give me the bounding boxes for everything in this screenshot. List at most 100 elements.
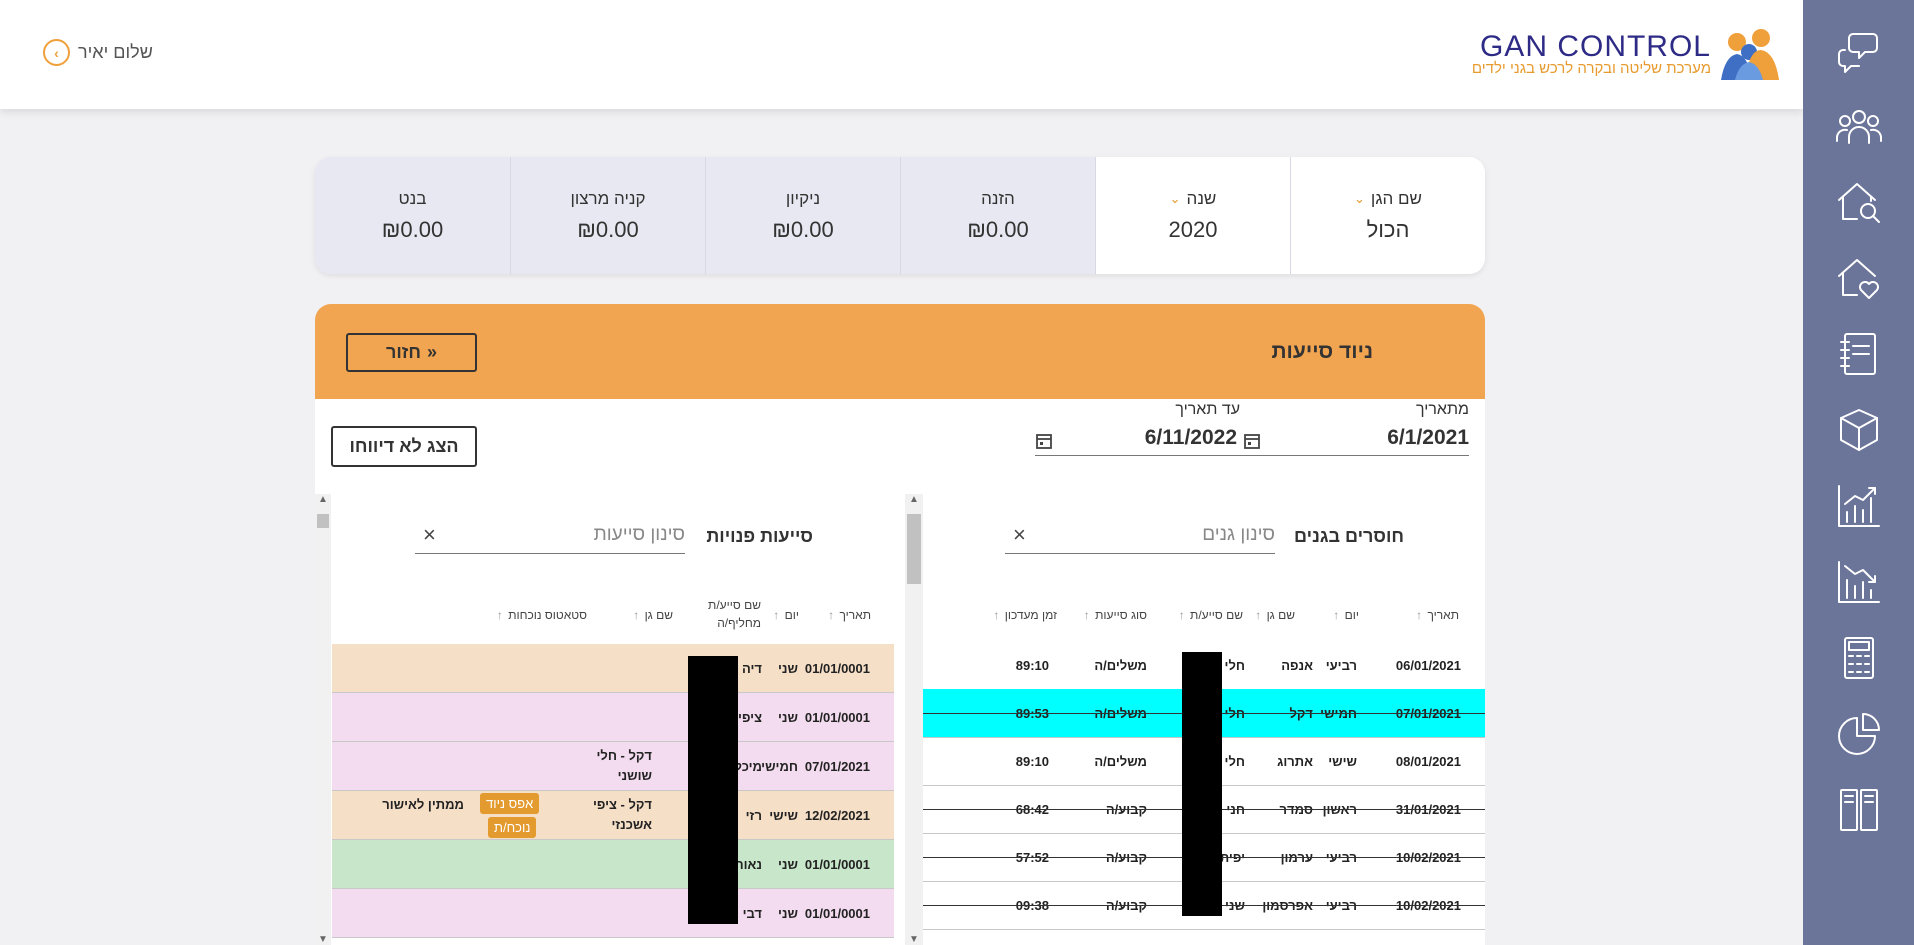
house-search-icon[interactable] (1803, 172, 1914, 232)
assistant-filter-input[interactable]: סינון סייעות × (415, 520, 685, 554)
missing-cell-time: 89:10 (1015, 658, 1049, 673)
free-cell-day: שני (778, 857, 798, 872)
page-title: ניוד סייעות (1271, 340, 1373, 363)
free-col-header-date[interactable]: תאריך ↑ (828, 606, 871, 624)
free-col-header-gan-label: שם גן (644, 608, 673, 622)
scroll-up-icon[interactable]: ▲ (909, 494, 919, 505)
col-header-assistant[interactable]: שם סייע/ת ↑ (1179, 606, 1243, 624)
col-header-day[interactable]: יום ↑ (1333, 606, 1359, 624)
close-icon[interactable]: × (423, 522, 436, 547)
free-col-header-status[interactable]: סטאטוס נוכחות ↑ (497, 606, 587, 624)
food-summary: הזנה ₪0.00 (900, 157, 1095, 274)
to-date-value: 6/11/2022 (1144, 426, 1237, 449)
sort-up-icon[interactable]: ↑ (1416, 608, 1423, 622)
calculator-icon[interactable] (1803, 628, 1914, 688)
sort-up-icon[interactable]: ↑ (1255, 608, 1262, 622)
book-icon[interactable] (1803, 780, 1914, 840)
scroll-thumb[interactable] (317, 514, 329, 528)
chat-bubbles-icon[interactable] (1803, 22, 1914, 82)
scroll-down-icon[interactable]: ▼ (909, 934, 919, 945)
sort-up-icon[interactable]: ↑ (633, 608, 640, 622)
free-col-header-day[interactable]: יום ↑ (773, 606, 799, 624)
year-filter-label: שנה (1186, 188, 1217, 208)
assistant-filter-placeholder: סינון סייעות (593, 524, 685, 545)
sort-up-icon[interactable]: ↑ (828, 608, 835, 622)
free-cell-name: דבי (742, 906, 762, 921)
free-panel-scrollbar[interactable]: ▲ ▼ (315, 494, 331, 945)
missing-cell-type: משלים/ה (1094, 754, 1147, 769)
from-date-input[interactable]: 6/1/2021 (1261, 422, 1469, 456)
free-table-row[interactable]: 01/01/0001 שני נאור (332, 840, 894, 889)
attendance-button[interactable]: נוכח/ת (488, 817, 537, 838)
col-header-date[interactable]: תאריך ↑ (1416, 606, 1459, 624)
free-panel-title: סייעות פנויות (706, 526, 813, 546)
missing-cell-name: חלי (1224, 754, 1245, 769)
free-cell-date: 01/01/0001 (804, 661, 870, 676)
sort-up-icon[interactable]: ↑ (1178, 608, 1185, 622)
missing-cell-name: חלי (1224, 658, 1245, 673)
sort-up-icon[interactable]: ↑ (773, 608, 780, 622)
chevron-down-icon[interactable]: ⌄ (1169, 190, 1181, 206)
sort-up-icon[interactable]: ↑ (1083, 608, 1090, 622)
col-header-gan[interactable]: שם גן ↑ (1255, 606, 1295, 624)
missing-cell-date: 08/01/2021 (1395, 754, 1461, 769)
logo-title: GAN CONTROL (1479, 30, 1711, 63)
free-cell-date: 12/02/2021 (804, 808, 870, 823)
voluntary-purchase-label: קניה מרצון (570, 188, 646, 208)
free-col-header-gan[interactable]: שם גן ↑ (633, 606, 673, 624)
free-col-header-day-label: יום (784, 608, 799, 622)
free-cell-day: שני (778, 710, 798, 725)
food-label: הזנה (981, 188, 1015, 208)
cancel-move-button[interactable]: אפס ניוד (480, 793, 540, 814)
redacted-block (688, 656, 738, 924)
free-cell-day: שישי (769, 808, 798, 823)
people-group-icon[interactable] (1803, 97, 1914, 157)
from-date-value: 6/1/2021 (1387, 426, 1469, 449)
right-sidebar (1803, 0, 1914, 945)
free-col-header-status-label: סטאטוס נוכחות (508, 608, 587, 622)
chart-down-icon[interactable] (1803, 552, 1914, 612)
voluntary-purchase-value: ₪0.00 (577, 216, 639, 242)
box-icon[interactable] (1803, 400, 1914, 460)
gan-filter-input[interactable]: סינון גנים × (1005, 520, 1275, 554)
show-unreported-button[interactable]: הצג לא דיווחו (331, 426, 477, 467)
pie-chart-icon[interactable] (1803, 704, 1914, 764)
free-table-row[interactable]: 01/01/0001 שני דיה (332, 644, 894, 693)
back-button[interactable]: חזור » (346, 333, 477, 372)
gan-control-logo[interactable]: GAN CONTROL מערכת שליטה ובקרה לרכש בגני … (1451, 26, 1781, 82)
user-greeting[interactable]: ‹ שלום יאיר (43, 39, 153, 66)
col-header-type-label: סוג סייעות (1095, 608, 1147, 622)
scroll-down-icon[interactable]: ▼ (318, 934, 328, 945)
year-filter[interactable]: שנה ⌄ 2020 (1095, 157, 1290, 274)
free-cell-date: 07/01/2021 (804, 759, 870, 774)
col-header-type[interactable]: סוג סייעות ↑ (1084, 606, 1147, 624)
free-table-row[interactable]: 01/01/0001 שני דבי (332, 889, 894, 938)
col-header-update-time[interactable]: זמן מעדכון ↑ (993, 606, 1057, 624)
close-icon[interactable]: × (1013, 522, 1026, 547)
to-date-input[interactable]: 6/11/2022 (1035, 422, 1261, 456)
sort-up-icon[interactable]: ↑ (496, 608, 503, 622)
sort-up-icon[interactable]: ↑ (993, 608, 1000, 622)
missing-panel-scrollbar[interactable]: ▲ ▼ (905, 494, 923, 945)
chart-up-icon[interactable] (1803, 476, 1914, 536)
cleaning-value: ₪0.00 (772, 216, 834, 242)
chevron-left-circle-icon[interactable]: ‹ (43, 39, 70, 66)
scroll-thumb[interactable] (907, 514, 921, 584)
free-table-row[interactable]: 07/01/2021 חמישי מיכל דקל - חלי שושני (332, 742, 894, 791)
to-date-label: עד תאריך (1175, 401, 1240, 418)
chevron-down-icon[interactable]: ⌄ (1354, 190, 1365, 206)
from-date-label: מתאריך (1415, 401, 1469, 418)
kindergarten-filter[interactable]: שם הגן ⌄ הכול (1290, 157, 1485, 274)
sort-up-icon[interactable]: ↑ (1333, 608, 1340, 622)
free-col-header-substitute[interactable]: שם סייע/ת מחליף/ה (701, 596, 761, 632)
notebook-icon[interactable] (1803, 324, 1914, 384)
free-table-row[interactable]: 12/02/2021 שישי רזי דקל - ציפי אשכנזי ממתין ל… (332, 791, 894, 840)
calendar-icon[interactable] (1243, 432, 1261, 450)
missing-table-row[interactable]: 08/01/2021 שישי אתרוג חלי משלים/ה 89:10 (922, 737, 1485, 786)
scroll-up-icon[interactable]: ▲ (318, 494, 328, 505)
free-cell-date: 01/01/0001 (804, 710, 870, 725)
calendar-icon[interactable] (1035, 432, 1053, 450)
missing-cell-date: 06/01/2021 (1395, 658, 1461, 673)
free-table-row[interactable]: 01/01/0001 שני ציפי (332, 693, 894, 742)
house-heart-icon[interactable] (1803, 248, 1914, 308)
